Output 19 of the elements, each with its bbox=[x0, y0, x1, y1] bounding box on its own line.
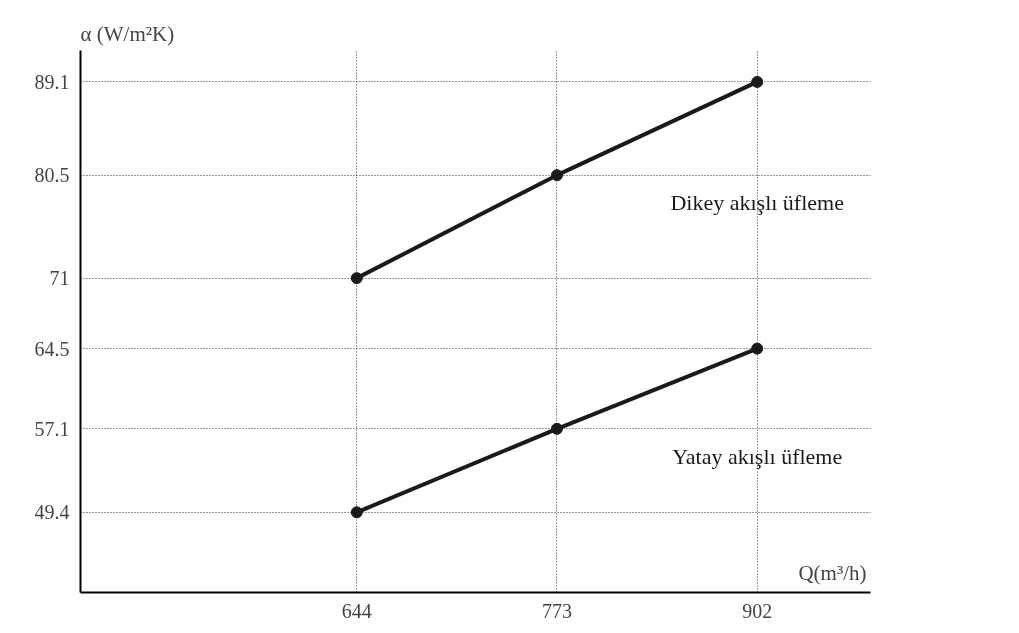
x-tick-label: 773 bbox=[541, 599, 572, 622]
point bbox=[550, 422, 563, 435]
x-tick-label: 644 bbox=[341, 599, 372, 622]
point bbox=[350, 272, 363, 285]
y-tick-label: 49.4 bbox=[34, 501, 70, 524]
y-tick-label: 89.1 bbox=[34, 70, 70, 93]
y-tick-label: 80.5 bbox=[34, 164, 70, 187]
point bbox=[751, 342, 764, 355]
y-tick-label: 71 bbox=[49, 267, 70, 290]
point bbox=[751, 75, 764, 88]
y-axis-title: α (W/m²K) bbox=[80, 21, 175, 46]
text: Yatay akışlı üfleme bbox=[672, 443, 843, 469]
text: Dikey akışlı üfleme bbox=[670, 190, 844, 216]
y-tick-label: 64.5 bbox=[34, 337, 70, 360]
x-axis-title: Q(m³/h) bbox=[798, 560, 867, 585]
y-tick-label: 57.1 bbox=[34, 417, 70, 440]
x-tick-label: 902 bbox=[742, 599, 773, 622]
point bbox=[350, 506, 363, 519]
point bbox=[550, 169, 563, 182]
